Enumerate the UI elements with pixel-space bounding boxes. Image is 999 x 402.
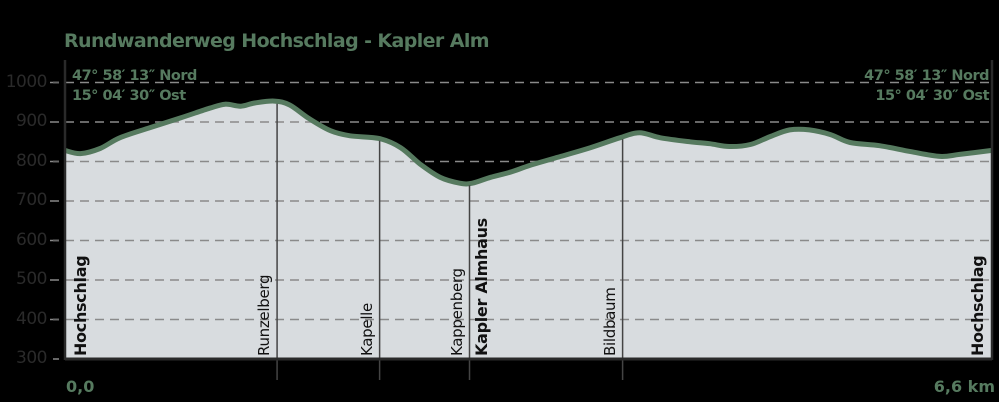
end-coordinates: 47° 58′ 13″ Nord 15° 04′ 30″ Ost [864,66,989,106]
chart-title: Rundwanderweg Hochschlag - Kapler Alm [64,30,490,52]
waypoint-markers [276,103,624,380]
start-coordinates: 47° 58′ 13″ Nord 15° 04′ 30″ Ost [72,66,197,106]
start-latitude: 47° 58′ 13″ Nord [72,68,197,84]
y-tick-label: 700 [16,190,47,210]
axes [53,60,994,361]
start-longitude: 15° 04′ 30″ Ost [72,88,186,104]
waypoint-label: Hochschlag [968,255,987,356]
y-tick-label: 300 [16,348,47,368]
elevation-line [64,98,993,187]
gridlines [50,81,992,321]
y-tick-label: 400 [16,308,47,329]
waypoint-label: Bildbaum [600,287,619,356]
waypoint-label: Kapler Almhaus [471,218,491,356]
x-axis-end-label: 6,6 km [933,377,995,396]
end-latitude: 47° 58′ 13″ Nord [864,68,989,84]
waypoint-label: Kappenberg [447,268,466,356]
y-tick-label: 900 [16,111,47,131]
waypoint-label: Runzelberg [255,274,274,356]
waypoint-label: Hochschlag [71,255,90,356]
waypoint-label: Kapelle [357,303,376,356]
y-tick-label: 800 [16,150,47,171]
end-longitude: 15° 04′ 30″ Ost [875,88,989,104]
y-tick-label: 600 [16,229,47,250]
y-tick-label: 1000 [5,71,48,92]
elevation-area [65,101,992,360]
x-axis-start-label: 0,0 [66,377,95,396]
y-tick-label: 500 [16,269,47,289]
